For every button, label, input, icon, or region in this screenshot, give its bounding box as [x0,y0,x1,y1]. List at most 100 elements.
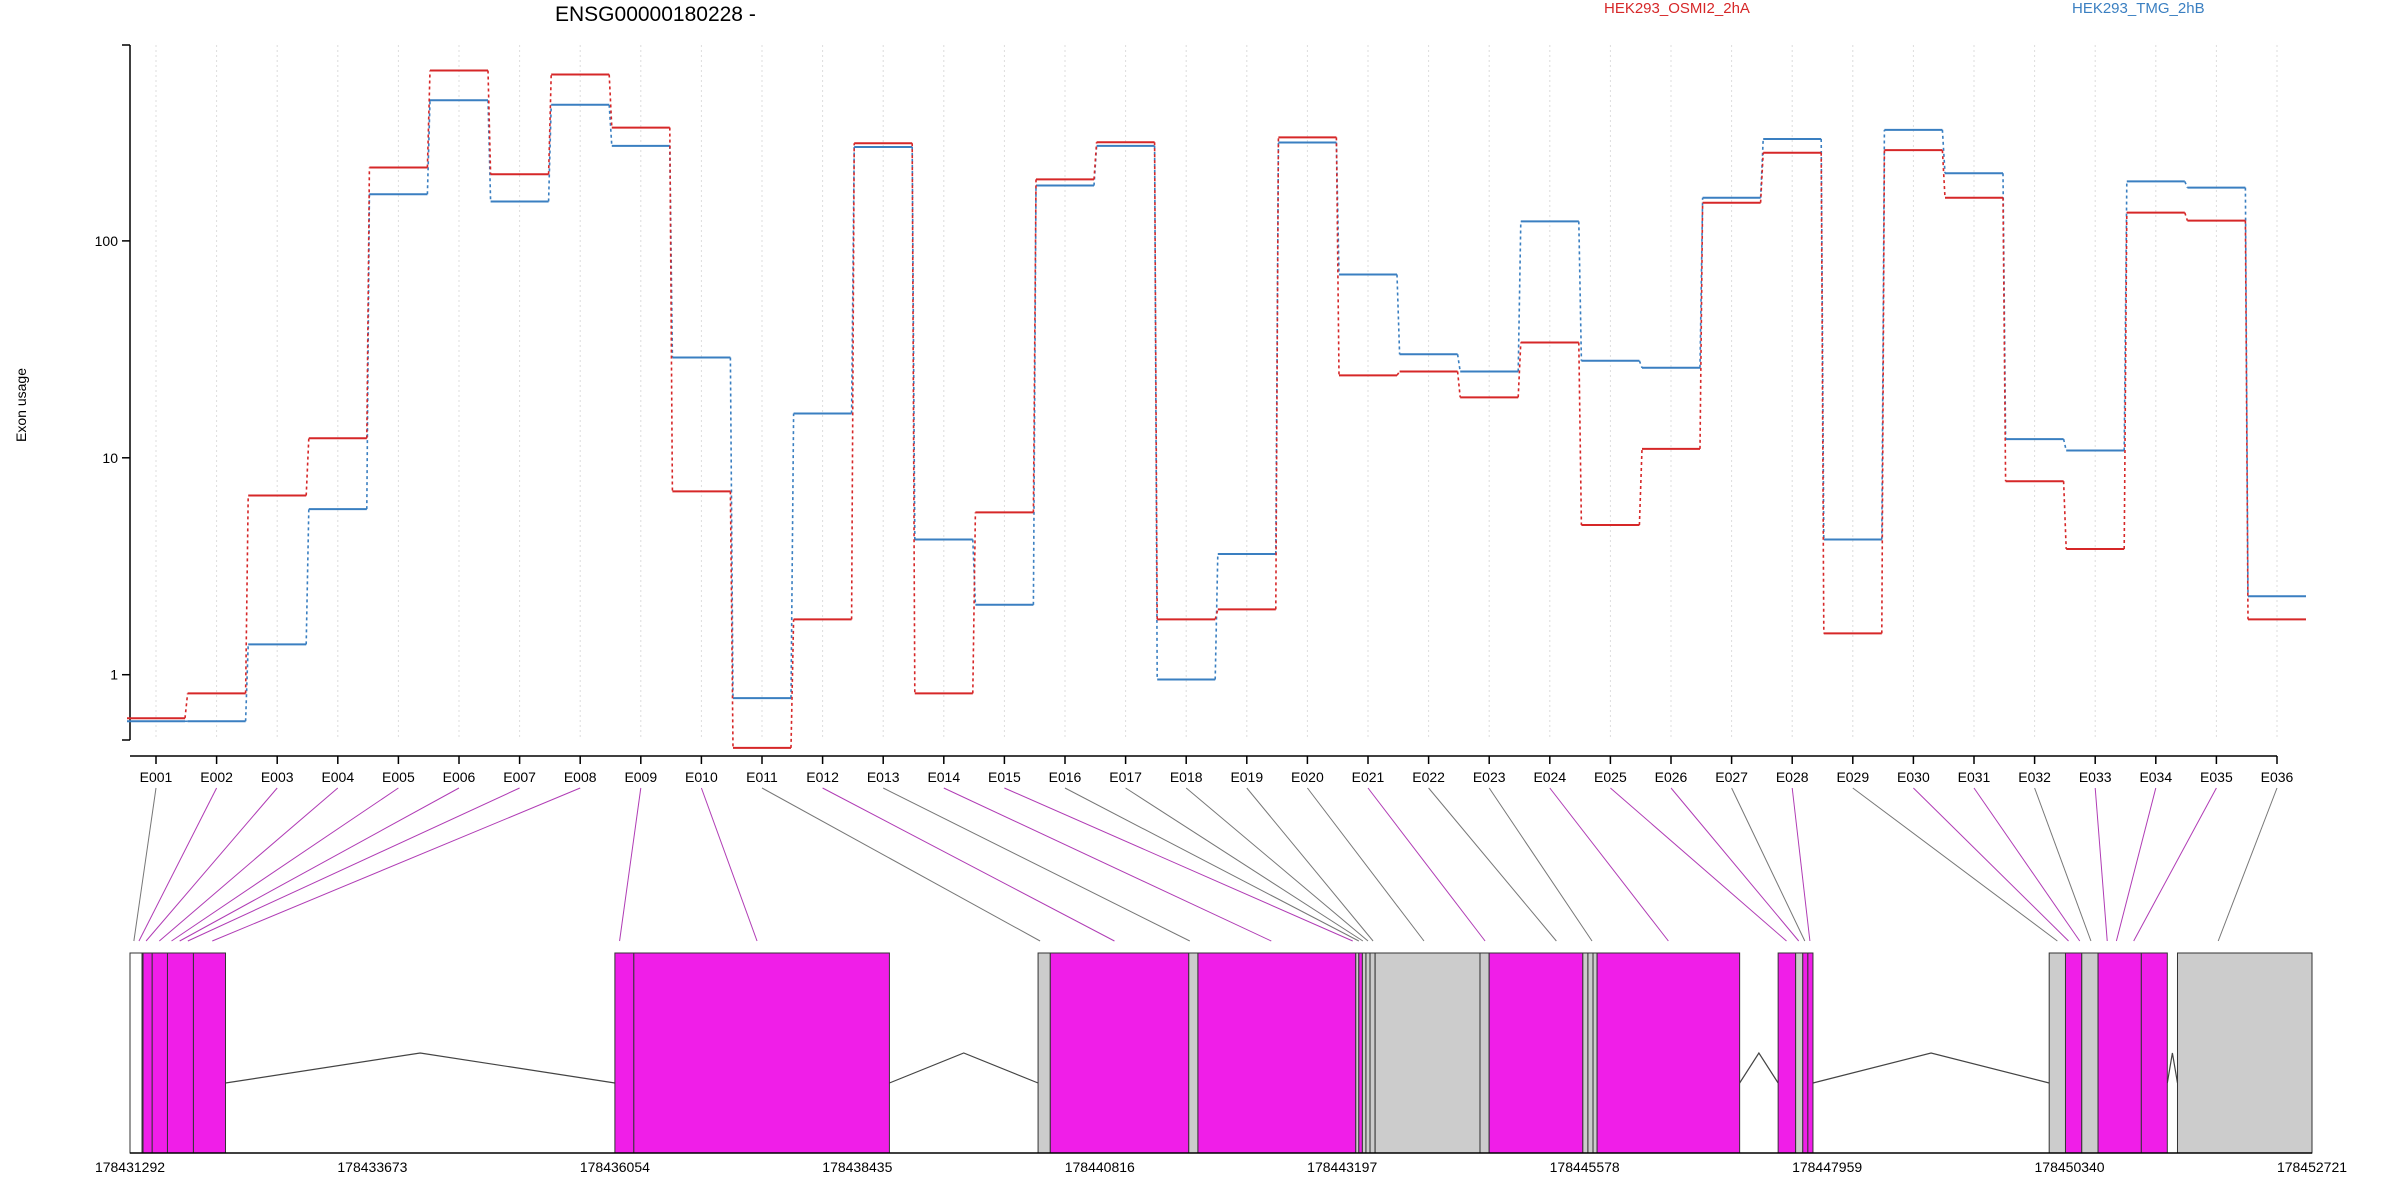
series-connector [1881,150,1886,634]
series-connector [1032,185,1037,605]
exon-block [614,952,635,1154]
exon-block [1037,952,1051,1154]
mapping-line [1367,787,1486,942]
axes: 1 10 100 [95,44,2277,757]
legend-series-1: HEK293_OSMI2_2hA [1604,0,1750,17]
series-connector [1335,142,1340,275]
exon-block [192,952,227,1154]
exon-block [2097,952,2142,1154]
exon-block [1188,952,1199,1154]
series-connector [487,70,492,175]
mapping-line [2217,787,2278,942]
x-tick-label: E027 [1715,769,1748,785]
x-tick-label: E028 [1776,769,1809,785]
x-tick-label: E007 [503,769,536,785]
x-tick-label: E017 [1109,769,1142,785]
mapping-line [1973,787,2081,942]
x-tick-label: E036 [2261,769,2294,785]
series-connector [911,143,916,694]
coordinate-tick-label: 178431292 [95,1159,165,1175]
series-connector [2123,212,2128,549]
series-connector [305,509,310,645]
x-tick-label: E026 [1655,769,1688,785]
mapping-line [212,787,581,942]
exon-block [1582,952,1589,1154]
mapping-line [1488,787,1593,942]
series-connector [426,100,431,195]
mapping-line [1064,787,1360,942]
exon-block [2176,952,2313,1154]
mapping-line [1125,787,1364,942]
coordinate-tick-label: 178433673 [337,1159,407,1175]
exon-block [1596,952,1741,1154]
exon-block [1361,952,1367,1154]
intron-line [2166,1052,2179,1084]
series-connector [669,127,674,492]
mapping-line [822,787,1115,942]
mapping-line [1549,787,1669,942]
x-tick-label: E031 [1958,769,1991,785]
series-connector [1275,142,1280,555]
series-connector [1396,371,1401,376]
x-tick-label: E002 [200,769,233,785]
mapping-line [882,787,1191,942]
y-tick-label: 100 [95,233,119,249]
exon-block [151,952,168,1154]
exon-block [1795,952,1804,1154]
mapping-line [1731,787,1806,942]
x-tick-label: E023 [1473,769,1506,785]
coordinate-tick-label: 178452721 [2277,1159,2347,1175]
series-connector [2244,187,2249,597]
series-connector [1456,371,1461,398]
coordinate-tick-label: 178447959 [1792,1159,1862,1175]
series-connector [1093,142,1098,180]
x-tick-label: E025 [1594,769,1627,785]
vertical-gridlines [155,45,2278,740]
series-connector [608,74,613,128]
x-tick-label: E032 [2018,769,2051,785]
mapping-line [133,787,157,942]
mapping-line [179,787,460,942]
x-tick-label: E009 [624,769,657,785]
x-tick-label: E021 [1352,769,1385,785]
series-connector [1335,137,1340,376]
series-connector [244,644,249,722]
series-connector [547,104,552,202]
series-connector [1881,129,1886,540]
mapping-line [138,787,218,942]
series-connector [305,438,310,496]
mapping-line [187,787,520,942]
x-tick-label: E012 [806,769,839,785]
exon-block [1802,952,1809,1154]
series-connector [2184,181,2189,188]
series-connector [1638,360,1643,369]
mapping-line [700,787,758,942]
exon-block [1049,952,1190,1154]
series-connector [1699,202,1704,449]
mapping-line [159,787,339,942]
series-connector [972,512,977,694]
x-tick-label: E003 [261,769,294,785]
intron-line [225,1052,615,1084]
series-connector [850,143,856,620]
data-series [127,69,2306,749]
series-connector [1275,137,1280,610]
series-connector [1214,609,1219,620]
mapping-line [1852,787,2058,942]
series-connector [1517,221,1522,372]
mapping-line [1307,787,1425,942]
series-connector [2002,197,2007,482]
coordinate-tick-label: 178443197 [1307,1159,1377,1175]
x-tick-label: E004 [321,769,354,785]
exon-block [1369,952,1376,1154]
x-tick-label: E010 [685,769,718,785]
series-connector [2184,212,2189,221]
series-connector [1578,342,1583,526]
intron-line [1739,1051,1779,1084]
mapping-line [619,787,642,942]
series-connector [1759,152,1764,203]
exon-block [166,952,194,1154]
mapping-line [943,787,1272,942]
coordinate-tick-label: 178436054 [580,1159,650,1175]
x-tick-label: E030 [1897,769,1930,785]
